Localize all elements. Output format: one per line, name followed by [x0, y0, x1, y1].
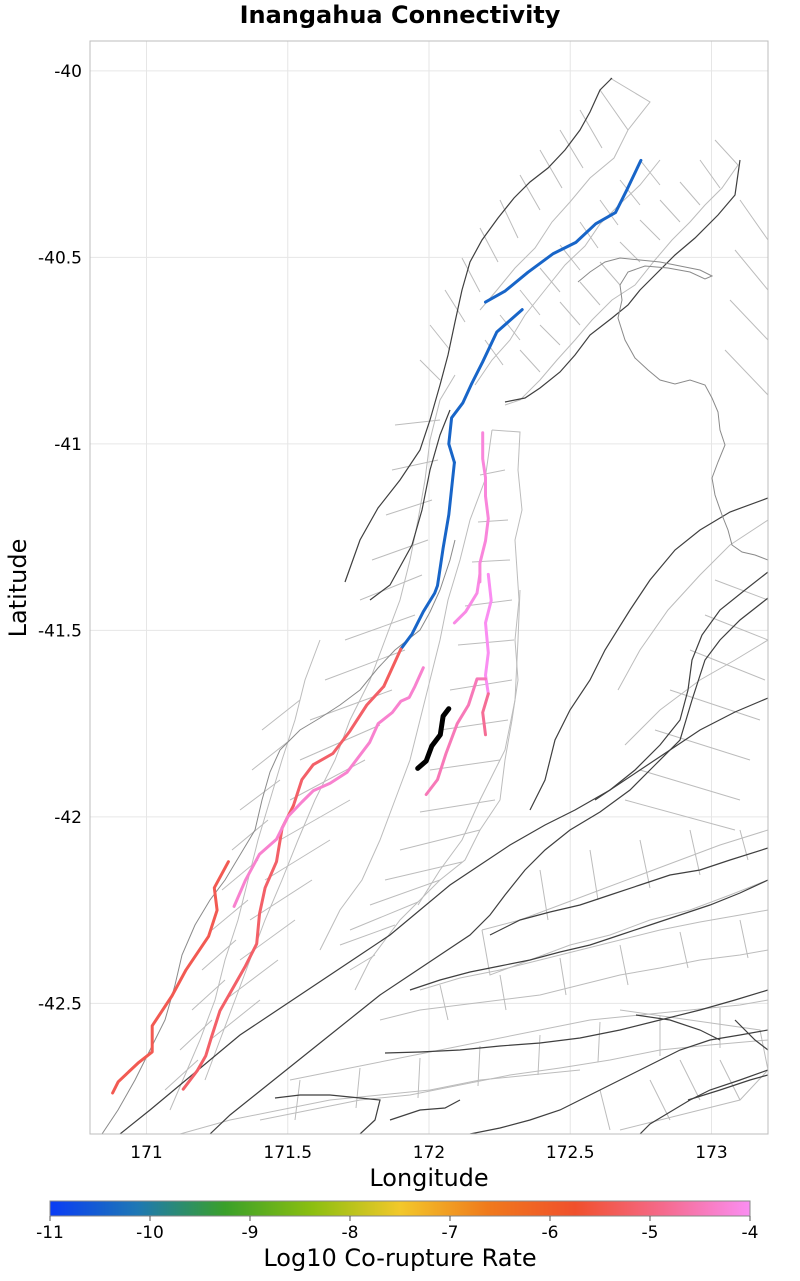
rupture-section-line: [486, 574, 492, 693]
background-faults: [102, 78, 768, 1134]
colorbar-tick-label: -4: [742, 1223, 759, 1243]
x-tick-labels: 171 171.5 172 172.5 173: [130, 1143, 727, 1163]
rupture-section-line: [293, 686, 383, 805]
x-tick-label: 172: [413, 1143, 445, 1163]
colorbar-tick-label: -5: [642, 1223, 659, 1243]
rupture-section-line: [449, 310, 522, 463]
rupture-section-line: [454, 574, 480, 623]
x-tick-label: 172.5: [546, 1143, 595, 1163]
rupture-section-line: [234, 668, 423, 907]
y-tick-label: -40: [54, 62, 82, 82]
rupture-section-line: [486, 160, 641, 302]
x-tick-label: 173: [695, 1143, 727, 1163]
x-tick-label: 171.5: [263, 1143, 312, 1163]
rupture-section-line: [401, 463, 455, 650]
colorbar-tick-label: -10: [136, 1223, 164, 1243]
colorbar: [50, 1201, 750, 1216]
colorbar-tick-label: -7: [442, 1223, 459, 1243]
coastline: [578, 258, 768, 560]
rupture-section-line: [483, 694, 489, 735]
colorbar-tick-label: -11: [36, 1223, 64, 1243]
y-tick-label: -42: [54, 808, 82, 828]
fault-traces: [120, 78, 768, 1134]
x-tick-label: 171: [130, 1143, 162, 1163]
rupture-section-line: [480, 433, 488, 582]
rupture-section-line: [113, 862, 229, 1093]
colorbar-tick-labels: -11 -10 -9 -8 -7 -6 -5 -4: [36, 1216, 758, 1243]
inangahua-connectivity-map: Inangahua Connectivity: [0, 0, 800, 1281]
rupture-sections: [113, 160, 641, 1093]
rupture-section-line: [426, 679, 485, 795]
y-tick-labels: -40 -40.5 -41 -41.5 -42 -42.5: [38, 62, 82, 1015]
y-tick-label: -41.5: [38, 621, 82, 641]
fault-mesh: [165, 78, 768, 1134]
colorbar-tick-label: -8: [342, 1223, 359, 1243]
grid-lines: [90, 41, 768, 1134]
y-tick-label: -40.5: [38, 248, 82, 268]
colorbar-tick-label: -9: [242, 1223, 259, 1243]
y-tick-label: -42.5: [38, 994, 82, 1014]
colorbar-label: Log10 Co-rupture Rate: [263, 1244, 536, 1272]
y-tick-label: -41: [54, 435, 82, 455]
x-axis-label: Longitude: [369, 1164, 488, 1192]
chart-title: Inangahua Connectivity: [240, 1, 561, 29]
y-axis-label: Latitude: [4, 539, 32, 638]
colorbar-tick-label: -6: [542, 1223, 559, 1243]
